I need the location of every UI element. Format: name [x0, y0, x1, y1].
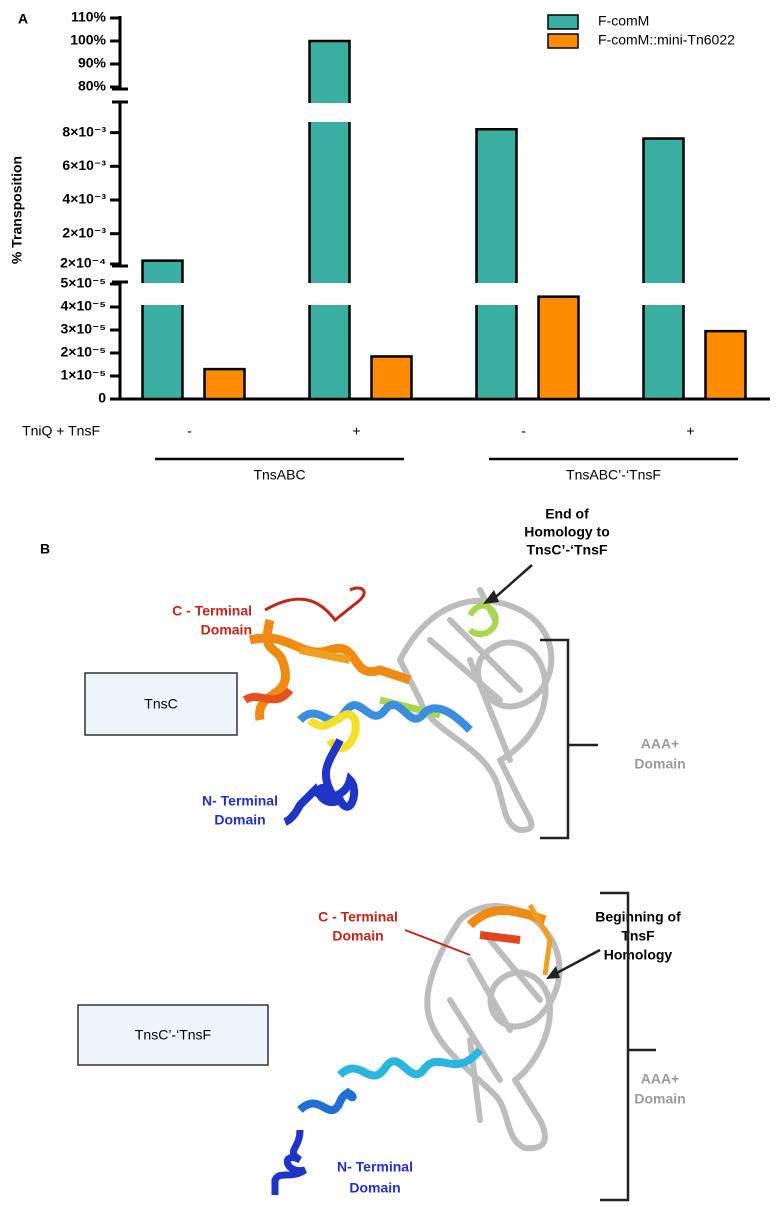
y-tick-label: 90% — [78, 55, 107, 71]
x-tick-label: - — [187, 423, 192, 439]
protein-name: TnsC’-‘TnsF — [135, 1027, 211, 1043]
x-tick-label: - — [521, 423, 526, 439]
legend-swatch — [547, 33, 579, 49]
bar — [141, 259, 184, 401]
bar-break — [473, 283, 520, 305]
bar — [704, 329, 747, 401]
bracket — [540, 638, 598, 840]
y-tick-label: 8×10⁻³ — [62, 123, 106, 139]
fusion-structure — [271, 903, 563, 1195]
x-tick-label: + — [352, 423, 360, 439]
panel-label: B — [40, 541, 50, 557]
arrow — [552, 948, 601, 977]
group-label: TnsABC — [253, 467, 305, 483]
category-title: TniQ + TnsF — [22, 423, 100, 439]
label-box — [84, 672, 238, 736]
note: Homology — [604, 947, 673, 963]
domain-label: N- Terminal — [337, 1159, 413, 1175]
note: TnsF — [621, 928, 655, 944]
x-tick-label: + — [686, 423, 694, 439]
domain-label: Domain — [634, 756, 685, 772]
bracket — [600, 891, 656, 1202]
bar-break — [640, 283, 687, 305]
y-tick-label: 100% — [70, 32, 106, 48]
domain-label: Domain — [634, 1091, 685, 1107]
bar — [642, 137, 685, 401]
domain-label: Domain — [332, 928, 383, 944]
bar-break — [306, 103, 353, 122]
y-tick-label: 3×10⁻⁵ — [61, 321, 107, 337]
bar — [370, 355, 413, 401]
y-tick-label: 0 — [98, 390, 106, 406]
domain-label: AAA+ — [641, 1071, 680, 1087]
y-tick-label: 1×10⁻⁵ — [61, 367, 107, 383]
arrow-head — [546, 966, 560, 979]
domain-label: C - Terminal — [172, 603, 252, 619]
y-tick-label: 2×10⁻⁵ — [61, 344, 107, 360]
pointer — [404, 929, 471, 956]
y-tick-label: 110% — [71, 9, 107, 25]
note: TnsC’-‘TnsF — [527, 542, 608, 558]
group-label: TnsABC’-‘TnsF — [566, 467, 661, 483]
legend-label: F-comM::mini-Tn6022 — [598, 32, 735, 48]
domain-label: C - Terminal — [318, 909, 398, 925]
domain-label: Domain — [214, 812, 265, 828]
tnsc-structure — [242, 586, 555, 833]
label-box — [77, 1004, 269, 1066]
note: Homology to — [524, 524, 610, 540]
chart: 0 1×10⁻⁵ 2×10⁻⁵ 3×10⁻⁵ 4×10⁻⁵ 5×10⁻⁵ 2×10⁻⁴ 2×1… — [60, 9, 770, 483]
note: Beginning of — [595, 909, 681, 925]
legend-label: F-comM — [598, 13, 649, 29]
note: End of — [545, 506, 589, 522]
protein-name: TnsC — [144, 696, 177, 712]
y-tick-label: 6×10⁻³ — [62, 157, 106, 173]
domain-label: Domain — [201, 622, 252, 638]
arrow — [489, 564, 533, 603]
bar-break — [139, 283, 186, 305]
domain-label: N- Terminal — [202, 793, 278, 809]
y-tick-label: 4×10⁻³ — [62, 191, 106, 207]
y-tick-label: 2×10⁻⁴ — [60, 255, 106, 271]
y-axis-label: % Transposition — [9, 156, 25, 264]
panel-label: A — [18, 11, 28, 27]
domain-label: AAA+ — [641, 736, 680, 752]
bar-break — [306, 283, 353, 305]
bar — [203, 367, 246, 401]
legend-swatch — [547, 14, 579, 30]
y-tick-label: 5×10⁻⁵ — [61, 275, 107, 291]
bar — [308, 39, 351, 401]
arrow-head — [483, 590, 499, 604]
y-tick-label: 2×10⁻³ — [62, 224, 106, 240]
y-tick-label: 80% — [78, 78, 107, 94]
bar — [475, 128, 518, 401]
y-tick-label: 4×10⁻⁵ — [61, 298, 107, 314]
bar — [537, 295, 580, 401]
domain-label: Domain — [349, 1180, 400, 1196]
